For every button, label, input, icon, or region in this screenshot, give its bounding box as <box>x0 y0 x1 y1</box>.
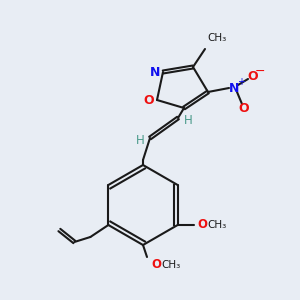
Text: O: O <box>151 259 161 272</box>
Text: N: N <box>229 82 239 94</box>
Text: O: O <box>239 101 249 115</box>
Text: O: O <box>144 94 154 107</box>
Text: CH₃: CH₃ <box>207 33 226 43</box>
Text: N: N <box>150 67 160 80</box>
Text: H: H <box>136 134 144 148</box>
Text: H: H <box>184 115 192 128</box>
Text: CH₃: CH₃ <box>208 220 227 230</box>
Text: O: O <box>198 218 208 232</box>
Text: −: − <box>255 64 265 77</box>
Text: CH₃: CH₃ <box>161 260 180 270</box>
Text: +: + <box>237 77 245 87</box>
Text: O: O <box>248 70 258 83</box>
